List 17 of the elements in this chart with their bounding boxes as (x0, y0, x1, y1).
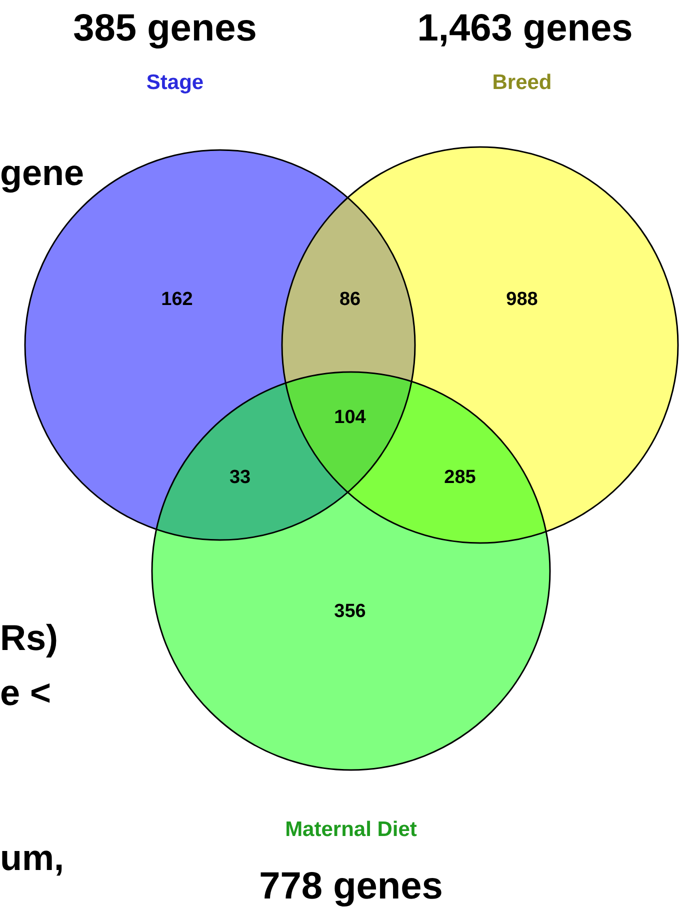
text: Stage (146, 70, 204, 94)
data-label: 86 (339, 289, 361, 310)
data-label: 285 (444, 467, 476, 488)
text: e < (0, 672, 52, 713)
text: Rs) (0, 616, 58, 658)
text: 385 genes (73, 7, 257, 50)
text: um, (0, 836, 64, 878)
text: gene (0, 152, 84, 193)
text: 1,463 genes (417, 7, 633, 50)
data-label: 33 (229, 467, 251, 488)
text: 778 genes (259, 865, 443, 908)
data-label: 104 (334, 407, 366, 428)
data-label: 356 (334, 601, 366, 622)
text: Maternal Diet (285, 818, 417, 841)
data-label: 162 (161, 289, 193, 310)
data-label: 988 (506, 289, 538, 310)
text: Breed (492, 70, 552, 94)
